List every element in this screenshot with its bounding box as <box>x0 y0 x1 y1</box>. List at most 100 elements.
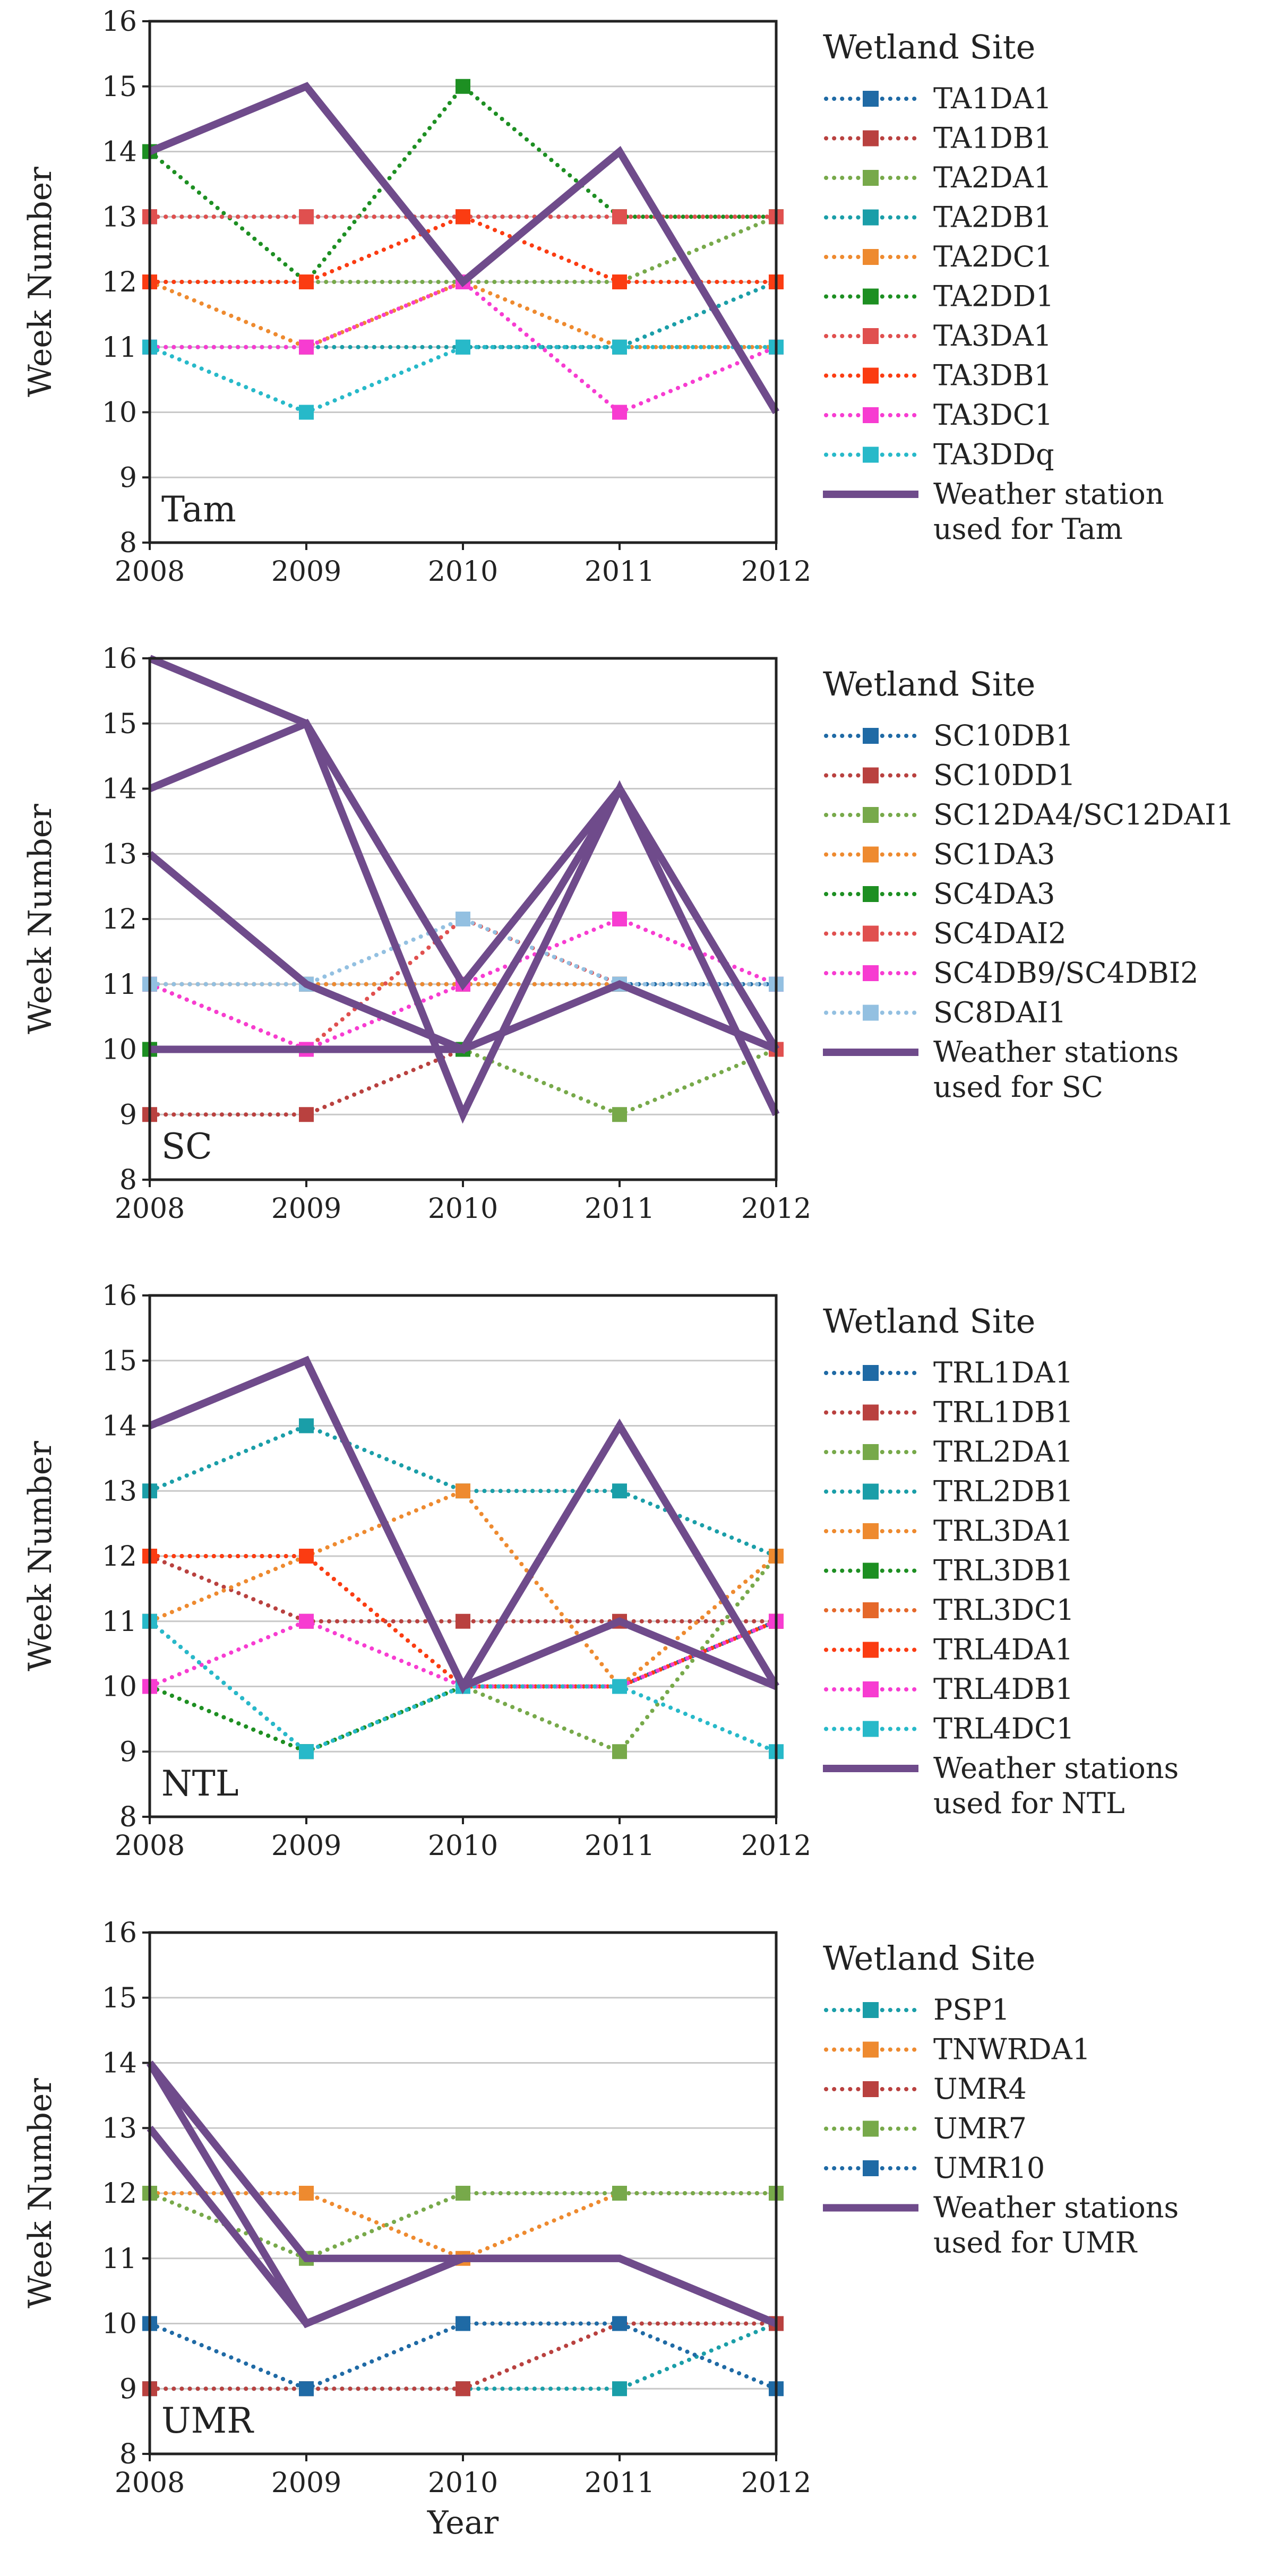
legend-label: TNWRDA1 <box>933 2033 1090 2066</box>
legend-item: TA3DC1 <box>824 398 1053 432</box>
data-point <box>299 209 314 225</box>
legend-swatch-marker <box>863 1721 879 1737</box>
legend-label: used for UMR <box>933 2226 1137 2260</box>
plot-frame <box>148 1294 778 1818</box>
series-line <box>148 280 778 349</box>
legend-item: SC4DAI2 <box>824 917 1067 950</box>
y-tick-label: 14 <box>102 136 137 168</box>
data-point <box>612 1483 627 1499</box>
series-line <box>148 916 778 986</box>
y-tick-label: 11 <box>102 1606 137 1638</box>
legend-label: TRL3DA1 <box>933 1514 1073 1548</box>
legend-label: TA1DA1 <box>933 82 1052 115</box>
legend-swatch-marker <box>863 2081 879 2097</box>
y-axis-title: Week Number <box>22 804 59 1034</box>
series-weather-stations-used-for-sc-4- <box>150 980 778 1053</box>
y-axis-title: Week Number <box>22 2078 59 2308</box>
data-point <box>612 405 627 420</box>
series-line <box>148 279 778 350</box>
legend-swatch-marker <box>863 807 879 823</box>
x-tick-label: 2008 <box>115 1193 185 1225</box>
legend-label: UMR4 <box>933 2072 1027 2106</box>
chart-panel-umr: 8 9 10 11 12 13 14 15 16 2008 2009 2010 2011 2012 UMR W… <box>22 1917 1179 2541</box>
series-weather-stations-used-for-umr-3- <box>146 2060 778 2329</box>
data-point <box>612 339 627 355</box>
plot-frame <box>148 657 778 1181</box>
panel-label: NTL <box>161 1763 239 1804</box>
x-tick-label: 2009 <box>271 1193 341 1225</box>
legend-item: TA2DA1 <box>824 161 1052 194</box>
x-tick-label: 2012 <box>741 556 811 588</box>
x-tick-label: 2009 <box>271 556 341 588</box>
data-point <box>299 1418 314 1433</box>
legend-swatch-marker <box>863 91 879 107</box>
panel-label: UMR <box>161 2400 254 2441</box>
legend-swatch-marker <box>863 407 879 423</box>
legend-item: SC1DA3 <box>824 838 1055 871</box>
data-point <box>299 405 314 420</box>
series-line <box>148 214 778 284</box>
series-line <box>148 2321 778 2391</box>
y-tick-label: 16 <box>102 6 137 38</box>
x-tick-label: 2011 <box>585 1830 655 1862</box>
data-point <box>456 1483 470 1499</box>
legend-swatch-marker <box>863 1444 879 1460</box>
legend-swatch-marker <box>863 367 879 384</box>
series-line <box>148 1619 778 1754</box>
data-point <box>612 1679 627 1694</box>
x-tick-label: 2009 <box>271 1830 341 1862</box>
legend-label: Weather stations <box>933 2191 1179 2225</box>
series-weather-stations-used-for-sc <box>148 655 780 1124</box>
legend-label: SC12DA4/SC12DAI1 <box>933 798 1234 831</box>
legend-item: TRL3DC1 <box>824 1593 1075 1627</box>
data-point <box>299 1744 314 1759</box>
x-tick-label: 2010 <box>428 1830 498 1862</box>
x-tick-label: 2008 <box>115 556 185 588</box>
data-point <box>299 2186 314 2201</box>
legend-item: SC12DA4/SC12DAI1 <box>824 798 1234 831</box>
y-tick-label: 12 <box>102 267 137 298</box>
data-point <box>299 1107 314 1122</box>
legend-item: TRL4DA1 <box>824 1633 1073 1667</box>
y-tick-label: 16 <box>102 1280 137 1312</box>
x-axis-title: Year <box>427 2504 499 2541</box>
legend-swatch-marker <box>863 1365 879 1381</box>
legend-label: TA1DB1 <box>933 122 1052 155</box>
legend-item: TNWRDA1 <box>824 2033 1090 2066</box>
y-tick-label: 10 <box>102 397 137 429</box>
legend-item: PSP1 <box>824 1993 1010 2027</box>
chart-panel-tam: 8 9 10 11 12 13 14 15 16 2008 2009 2010 2011 2012 Tam W… <box>22 6 1164 588</box>
y-tick-label: 14 <box>102 1411 137 1442</box>
series-weather-station-used-for-tam <box>148 82 780 415</box>
legend-swatch-marker <box>863 249 879 265</box>
series-trl3da1 <box>142 1483 784 1694</box>
data-point <box>299 1613 314 1629</box>
y-tick-label: 13 <box>102 838 137 870</box>
data-point <box>299 2381 314 2397</box>
legend-swatch-marker <box>863 767 879 784</box>
legend-item: TA2DC1 <box>824 240 1053 273</box>
series-line <box>148 83 778 285</box>
data-point <box>456 79 470 94</box>
y-tick-label: 12 <box>102 904 137 935</box>
legend-label: TA3DB1 <box>933 359 1052 392</box>
y-tick-label: 8 <box>119 527 137 559</box>
y-tick-label: 14 <box>102 2048 137 2080</box>
legend-swatch-marker <box>863 170 879 186</box>
data-point <box>612 209 627 225</box>
legend-label: SC8DAI1 <box>933 996 1067 1029</box>
legend: Wetland Site TA1DA1 TA1DB1 TA2DA1 TA2DB1 TA2D… <box>823 28 1164 546</box>
legend-label: TA2DD1 <box>933 280 1054 313</box>
series-trl2da1 <box>142 1549 784 1759</box>
legend-title: Wetland Site <box>823 665 1035 703</box>
legend-label: used for NTL <box>933 1787 1125 1820</box>
chart-panel-ntl: 8 9 10 11 12 13 14 15 16 2008 2009 2010 2011 2012 NTL W… <box>22 1280 1179 1862</box>
x-tick-label: 2012 <box>741 1830 811 1862</box>
legend-item: TA2DB1 <box>824 201 1052 234</box>
legend-swatch-marker <box>863 1642 879 1658</box>
y-tick-label: 14 <box>102 774 137 805</box>
plot-frame <box>148 20 778 544</box>
legend-label: TRL4DC1 <box>933 1712 1075 1746</box>
legend-item: SC10DD1 <box>824 759 1076 792</box>
